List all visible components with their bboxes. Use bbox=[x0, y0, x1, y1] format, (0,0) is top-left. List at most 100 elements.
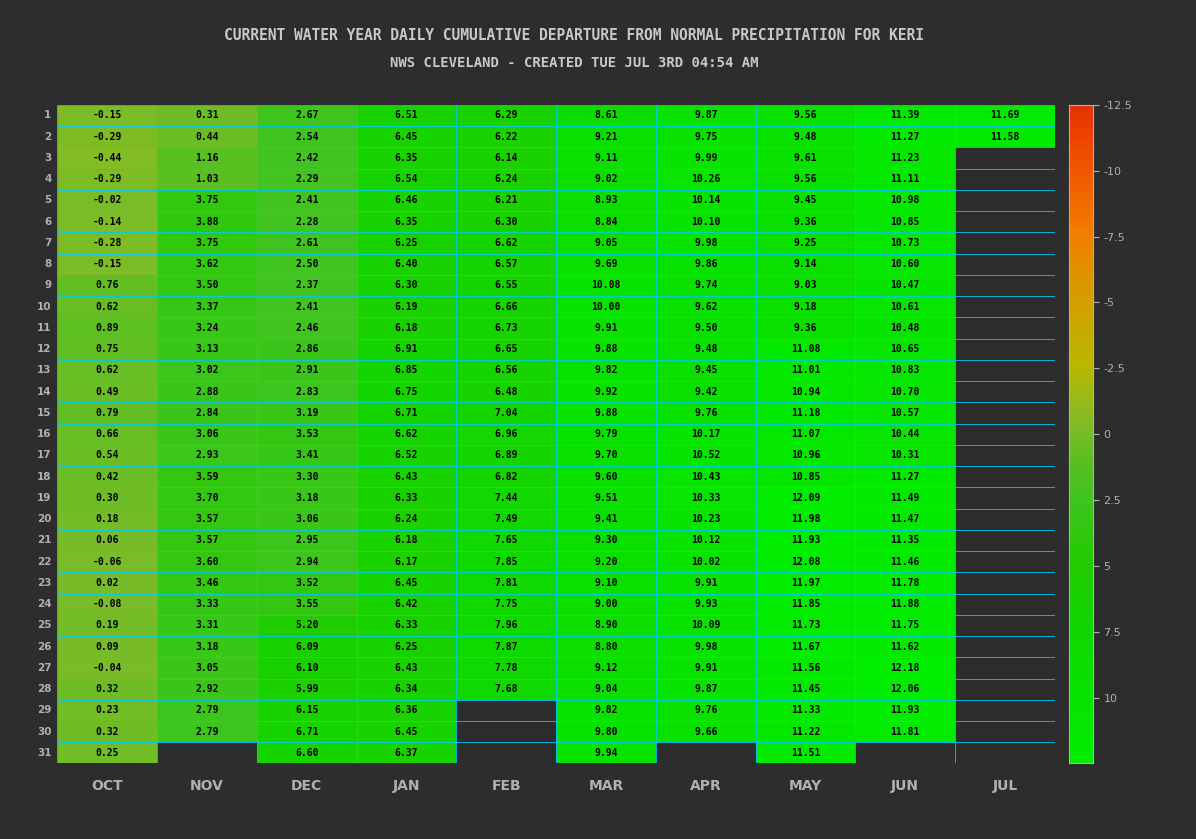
Text: -0.04: -0.04 bbox=[92, 663, 122, 673]
Bar bbox=[157, 593, 257, 615]
Bar bbox=[57, 529, 157, 551]
Text: 9.04: 9.04 bbox=[594, 684, 618, 694]
Text: 10.73: 10.73 bbox=[891, 238, 920, 248]
Text: 10.70: 10.70 bbox=[891, 387, 920, 397]
Text: 25: 25 bbox=[37, 620, 51, 630]
Bar bbox=[956, 529, 1055, 551]
Text: 9.48: 9.48 bbox=[694, 344, 718, 354]
Bar bbox=[356, 253, 457, 275]
Text: 9.51: 9.51 bbox=[594, 493, 618, 503]
Text: 21: 21 bbox=[37, 535, 51, 545]
Bar bbox=[457, 529, 556, 551]
Text: 0.31: 0.31 bbox=[195, 111, 219, 121]
Text: -0.44: -0.44 bbox=[92, 153, 122, 163]
Text: 16: 16 bbox=[37, 430, 51, 439]
Text: 11.22: 11.22 bbox=[791, 727, 820, 737]
Text: 8.90: 8.90 bbox=[594, 620, 618, 630]
Text: 1: 1 bbox=[44, 111, 51, 121]
Text: 3.46: 3.46 bbox=[195, 578, 219, 588]
Bar bbox=[157, 211, 257, 232]
Bar bbox=[855, 508, 956, 529]
Bar bbox=[356, 190, 457, 211]
Bar bbox=[356, 126, 457, 148]
Text: 6.24: 6.24 bbox=[494, 175, 518, 185]
Bar bbox=[756, 615, 855, 636]
Text: 13: 13 bbox=[37, 366, 51, 375]
Bar bbox=[356, 105, 457, 126]
Text: 9.91: 9.91 bbox=[694, 578, 718, 588]
Bar bbox=[457, 403, 556, 424]
Bar bbox=[956, 508, 1055, 529]
Bar bbox=[157, 381, 257, 403]
Text: 3.30: 3.30 bbox=[295, 472, 318, 482]
Text: 10.09: 10.09 bbox=[691, 620, 720, 630]
Text: 0.23: 0.23 bbox=[96, 706, 120, 716]
Bar bbox=[556, 232, 655, 253]
Text: 2.46: 2.46 bbox=[295, 323, 318, 333]
Bar bbox=[57, 593, 157, 615]
Text: 10: 10 bbox=[37, 302, 51, 312]
Text: 3.62: 3.62 bbox=[195, 259, 219, 269]
Text: 2.79: 2.79 bbox=[195, 706, 219, 716]
Bar bbox=[756, 700, 855, 721]
Text: 9.94: 9.94 bbox=[594, 748, 618, 758]
Bar bbox=[655, 403, 756, 424]
Text: 9.25: 9.25 bbox=[794, 238, 817, 248]
Text: 24: 24 bbox=[37, 599, 51, 609]
Bar bbox=[257, 466, 356, 487]
Text: 0.76: 0.76 bbox=[96, 280, 120, 290]
Bar bbox=[57, 445, 157, 466]
Bar bbox=[556, 615, 655, 636]
Text: 11.85: 11.85 bbox=[791, 599, 820, 609]
Text: 6.40: 6.40 bbox=[395, 259, 419, 269]
Text: 3.06: 3.06 bbox=[195, 430, 219, 439]
Text: 6.30: 6.30 bbox=[494, 216, 518, 227]
Bar bbox=[157, 508, 257, 529]
Bar bbox=[855, 296, 956, 317]
Bar bbox=[257, 317, 356, 339]
Text: 6.22: 6.22 bbox=[494, 132, 518, 142]
Text: 9: 9 bbox=[44, 280, 51, 290]
Text: 10.96: 10.96 bbox=[791, 451, 820, 461]
Text: 3.60: 3.60 bbox=[195, 556, 219, 566]
Bar bbox=[956, 105, 1055, 126]
Text: 9.82: 9.82 bbox=[594, 366, 618, 375]
Text: 3.57: 3.57 bbox=[195, 535, 219, 545]
Text: APR: APR bbox=[690, 779, 721, 793]
Bar bbox=[457, 424, 556, 445]
Bar bbox=[855, 657, 956, 679]
Bar bbox=[157, 657, 257, 679]
Bar bbox=[756, 190, 855, 211]
Text: -0.08: -0.08 bbox=[92, 599, 122, 609]
Bar bbox=[956, 253, 1055, 275]
Bar bbox=[756, 360, 855, 381]
Text: 11.75: 11.75 bbox=[891, 620, 920, 630]
Text: 9.21: 9.21 bbox=[594, 132, 618, 142]
Bar bbox=[855, 105, 956, 126]
Bar bbox=[257, 679, 356, 700]
Text: 9.20: 9.20 bbox=[594, 556, 618, 566]
Text: 9.98: 9.98 bbox=[694, 642, 718, 652]
Text: -0.06: -0.06 bbox=[92, 556, 122, 566]
Bar bbox=[257, 296, 356, 317]
Text: 6.33: 6.33 bbox=[395, 493, 419, 503]
Bar bbox=[655, 593, 756, 615]
Text: 17: 17 bbox=[37, 451, 51, 461]
Text: 11.07: 11.07 bbox=[791, 430, 820, 439]
Bar bbox=[956, 466, 1055, 487]
Bar bbox=[157, 148, 257, 169]
Text: 10.48: 10.48 bbox=[891, 323, 920, 333]
Text: 7.44: 7.44 bbox=[494, 493, 518, 503]
Text: 6.09: 6.09 bbox=[295, 642, 318, 652]
Text: 9.66: 9.66 bbox=[694, 727, 718, 737]
Text: 11.27: 11.27 bbox=[891, 472, 920, 482]
Bar bbox=[855, 572, 956, 593]
Bar bbox=[956, 572, 1055, 593]
Bar bbox=[556, 339, 655, 360]
Text: 6.89: 6.89 bbox=[494, 451, 518, 461]
Bar bbox=[756, 211, 855, 232]
Text: NOV: NOV bbox=[190, 779, 224, 793]
Text: 9.87: 9.87 bbox=[694, 111, 718, 121]
Text: 11.46: 11.46 bbox=[891, 556, 920, 566]
Text: DEC: DEC bbox=[291, 779, 323, 793]
